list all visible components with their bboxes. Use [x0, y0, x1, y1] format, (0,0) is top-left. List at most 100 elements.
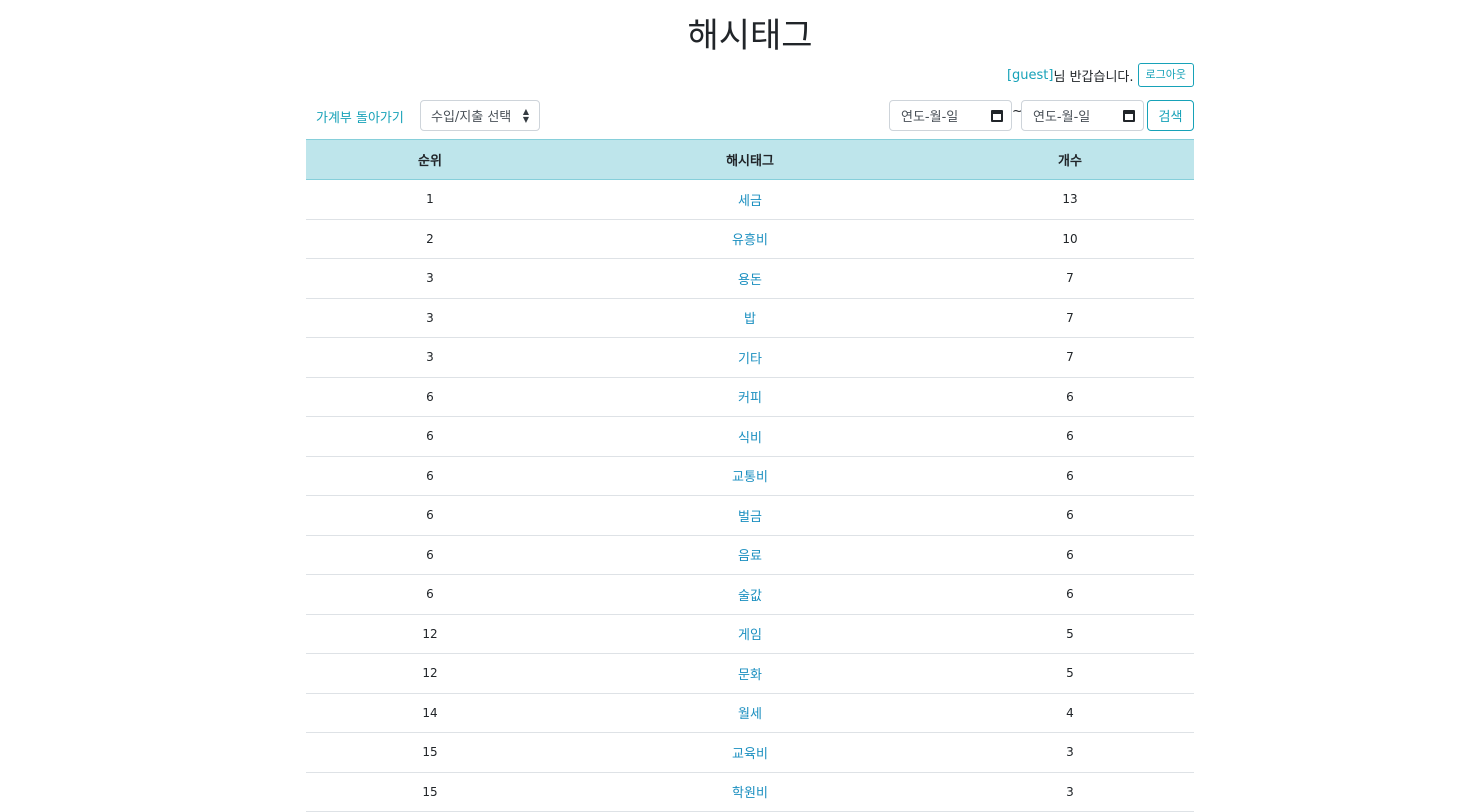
date-to-input[interactable]: 연도-월-일: [1021, 100, 1144, 131]
hashtag-cell: 월세: [554, 693, 946, 733]
hashtag-cell: 교통비: [554, 456, 946, 496]
table-row: 6 음료 6: [306, 535, 1194, 575]
count-cell: 7: [946, 258, 1194, 299]
logout-button[interactable]: 로그아웃: [1137, 63, 1194, 87]
table-row: 3 밥 7: [306, 298, 1194, 338]
table-header: 순위 해시태그 개수: [306, 139, 1194, 180]
hashtag-link[interactable]: 학원비: [732, 786, 768, 802]
count-cell: 6: [946, 495, 1194, 536]
hashtag-link[interactable]: 문화: [738, 667, 762, 683]
date-from-input[interactable]: 연도-월-일: [889, 100, 1012, 131]
hashtag-link[interactable]: 교통비: [732, 470, 768, 486]
table-row: 12 게임 5: [306, 614, 1194, 654]
count-cell: 5: [946, 614, 1194, 654]
hashtag-cell: 학원비: [554, 772, 946, 812]
hashtag-link[interactable]: 용돈: [738, 272, 762, 288]
hashtag-cell: 술값: [554, 574, 946, 615]
rank-cell: 6: [306, 416, 554, 457]
count-cell: 6: [946, 416, 1194, 457]
table-row: 6 벌금 6: [306, 495, 1194, 536]
table-row: 15 교육비 3: [306, 732, 1194, 773]
table-row: 14 월세 4: [306, 693, 1194, 733]
rank-cell: 6: [306, 535, 554, 575]
rank-cell: 6: [306, 377, 554, 417]
hashtag-link[interactable]: 세금: [738, 193, 762, 209]
hashtag-link[interactable]: 음료: [738, 549, 762, 565]
column-header-count: 개수: [946, 139, 1194, 180]
hashtag-cell: 세금: [554, 179, 946, 220]
column-header-rank: 순위: [306, 139, 554, 180]
page-container: 해시태그 [guest] 님 반갑습니다. 로그아웃 가계부 돌아가기 수입/지…: [306, 0, 1194, 812]
count-cell: 3: [946, 732, 1194, 773]
hashtag-link[interactable]: 술값: [738, 588, 762, 604]
count-cell: 10: [946, 219, 1194, 259]
rank-cell: 14: [306, 693, 554, 733]
table-row: 6 식비 6: [306, 416, 1194, 457]
hashtag-cell: 문화: [554, 653, 946, 694]
count-cell: 7: [946, 337, 1194, 378]
hashtag-cell: 음료: [554, 535, 946, 575]
date-to-placeholder: 연도-월-일: [1033, 110, 1091, 125]
rank-cell: 12: [306, 614, 554, 654]
table-row: 6 술값 6: [306, 574, 1194, 615]
rank-cell: 6: [306, 456, 554, 496]
user-bar: [guest] 님 반갑습니다. 로그아웃: [306, 62, 1194, 88]
table-row: 2 유흥비 10: [306, 219, 1194, 259]
hashtag-cell: 게임: [554, 614, 946, 654]
rank-cell: 15: [306, 772, 554, 812]
income-expense-select[interactable]: 수입/지출 선택 ▲ ▼: [420, 100, 540, 131]
hashtag-table: 순위 해시태그 개수 1 세금 13 2 유흥비 10 3 용돈 7 3 밥 7 3 기타 7 6 커피 6 6 식비…: [306, 139, 1194, 812]
rank-cell: 15: [306, 732, 554, 773]
back-to-ledger-link[interactable]: 가계부 돌아가기: [316, 111, 404, 126]
column-header-hashtag: 해시태그: [554, 139, 946, 180]
count-cell: 3: [946, 772, 1194, 812]
hashtag-link[interactable]: 기타: [738, 351, 762, 367]
calendar-icon[interactable]: [1123, 109, 1135, 122]
rank-cell: 1: [306, 179, 554, 220]
user-name: [guest]: [1006, 67, 1054, 83]
hashtag-link[interactable]: 밥: [744, 312, 756, 328]
count-cell: 13: [946, 179, 1194, 220]
rank-cell: 6: [306, 574, 554, 615]
hashtag-cell: 교육비: [554, 732, 946, 773]
search-button[interactable]: 검색: [1147, 100, 1194, 131]
hashtag-link[interactable]: 교육비: [732, 746, 768, 762]
count-cell: 6: [946, 535, 1194, 575]
rank-cell: 3: [306, 258, 554, 299]
count-cell: 6: [946, 377, 1194, 417]
table-row: 1 세금 13: [306, 179, 1194, 220]
hashtag-link[interactable]: 벌금: [738, 509, 762, 525]
hashtag-link[interactable]: 게임: [738, 628, 762, 644]
count-cell: 5: [946, 653, 1194, 694]
count-cell: 6: [946, 574, 1194, 615]
table-row: 6 커피 6: [306, 377, 1194, 417]
rank-cell: 6: [306, 495, 554, 536]
date-separator: ~: [1012, 104, 1023, 119]
table-body: 1 세금 13 2 유흥비 10 3 용돈 7 3 밥 7 3 기타 7 6 커피 6 6 식비 6 6 교통비 6 6 벌금 6 6…: [306, 179, 1194, 812]
table-row: 6 교통비 6: [306, 456, 1194, 496]
rank-cell: 3: [306, 298, 554, 338]
page-title: 해시태그: [687, 16, 813, 56]
table-row: 3 용돈 7: [306, 258, 1194, 299]
hashtag-cell: 밥: [554, 298, 946, 338]
hashtag-link[interactable]: 유흥비: [732, 233, 768, 249]
hashtag-link[interactable]: 커피: [738, 391, 762, 407]
table-row: 15 학원비 3: [306, 772, 1194, 812]
count-cell: 4: [946, 693, 1194, 733]
hashtag-link[interactable]: 월세: [738, 707, 762, 723]
hashtag-cell: 유흥비: [554, 219, 946, 259]
hashtag-cell: 벌금: [554, 495, 946, 536]
hashtag-cell: 기타: [554, 337, 946, 378]
date-from-placeholder: 연도-월-일: [901, 110, 959, 125]
calendar-icon[interactable]: [991, 109, 1003, 122]
hashtag-cell: 식비: [554, 416, 946, 457]
rank-cell: 3: [306, 337, 554, 378]
count-cell: 7: [946, 298, 1194, 338]
table-row: 12 문화 5: [306, 653, 1194, 694]
rank-cell: 12: [306, 653, 554, 694]
user-greeting: 님 반갑습니다.: [1053, 69, 1134, 85]
hashtag-cell: 커피: [554, 377, 946, 417]
table-row: 3 기타 7: [306, 337, 1194, 378]
hashtag-link[interactable]: 식비: [738, 430, 762, 446]
rank-cell: 2: [306, 219, 554, 259]
